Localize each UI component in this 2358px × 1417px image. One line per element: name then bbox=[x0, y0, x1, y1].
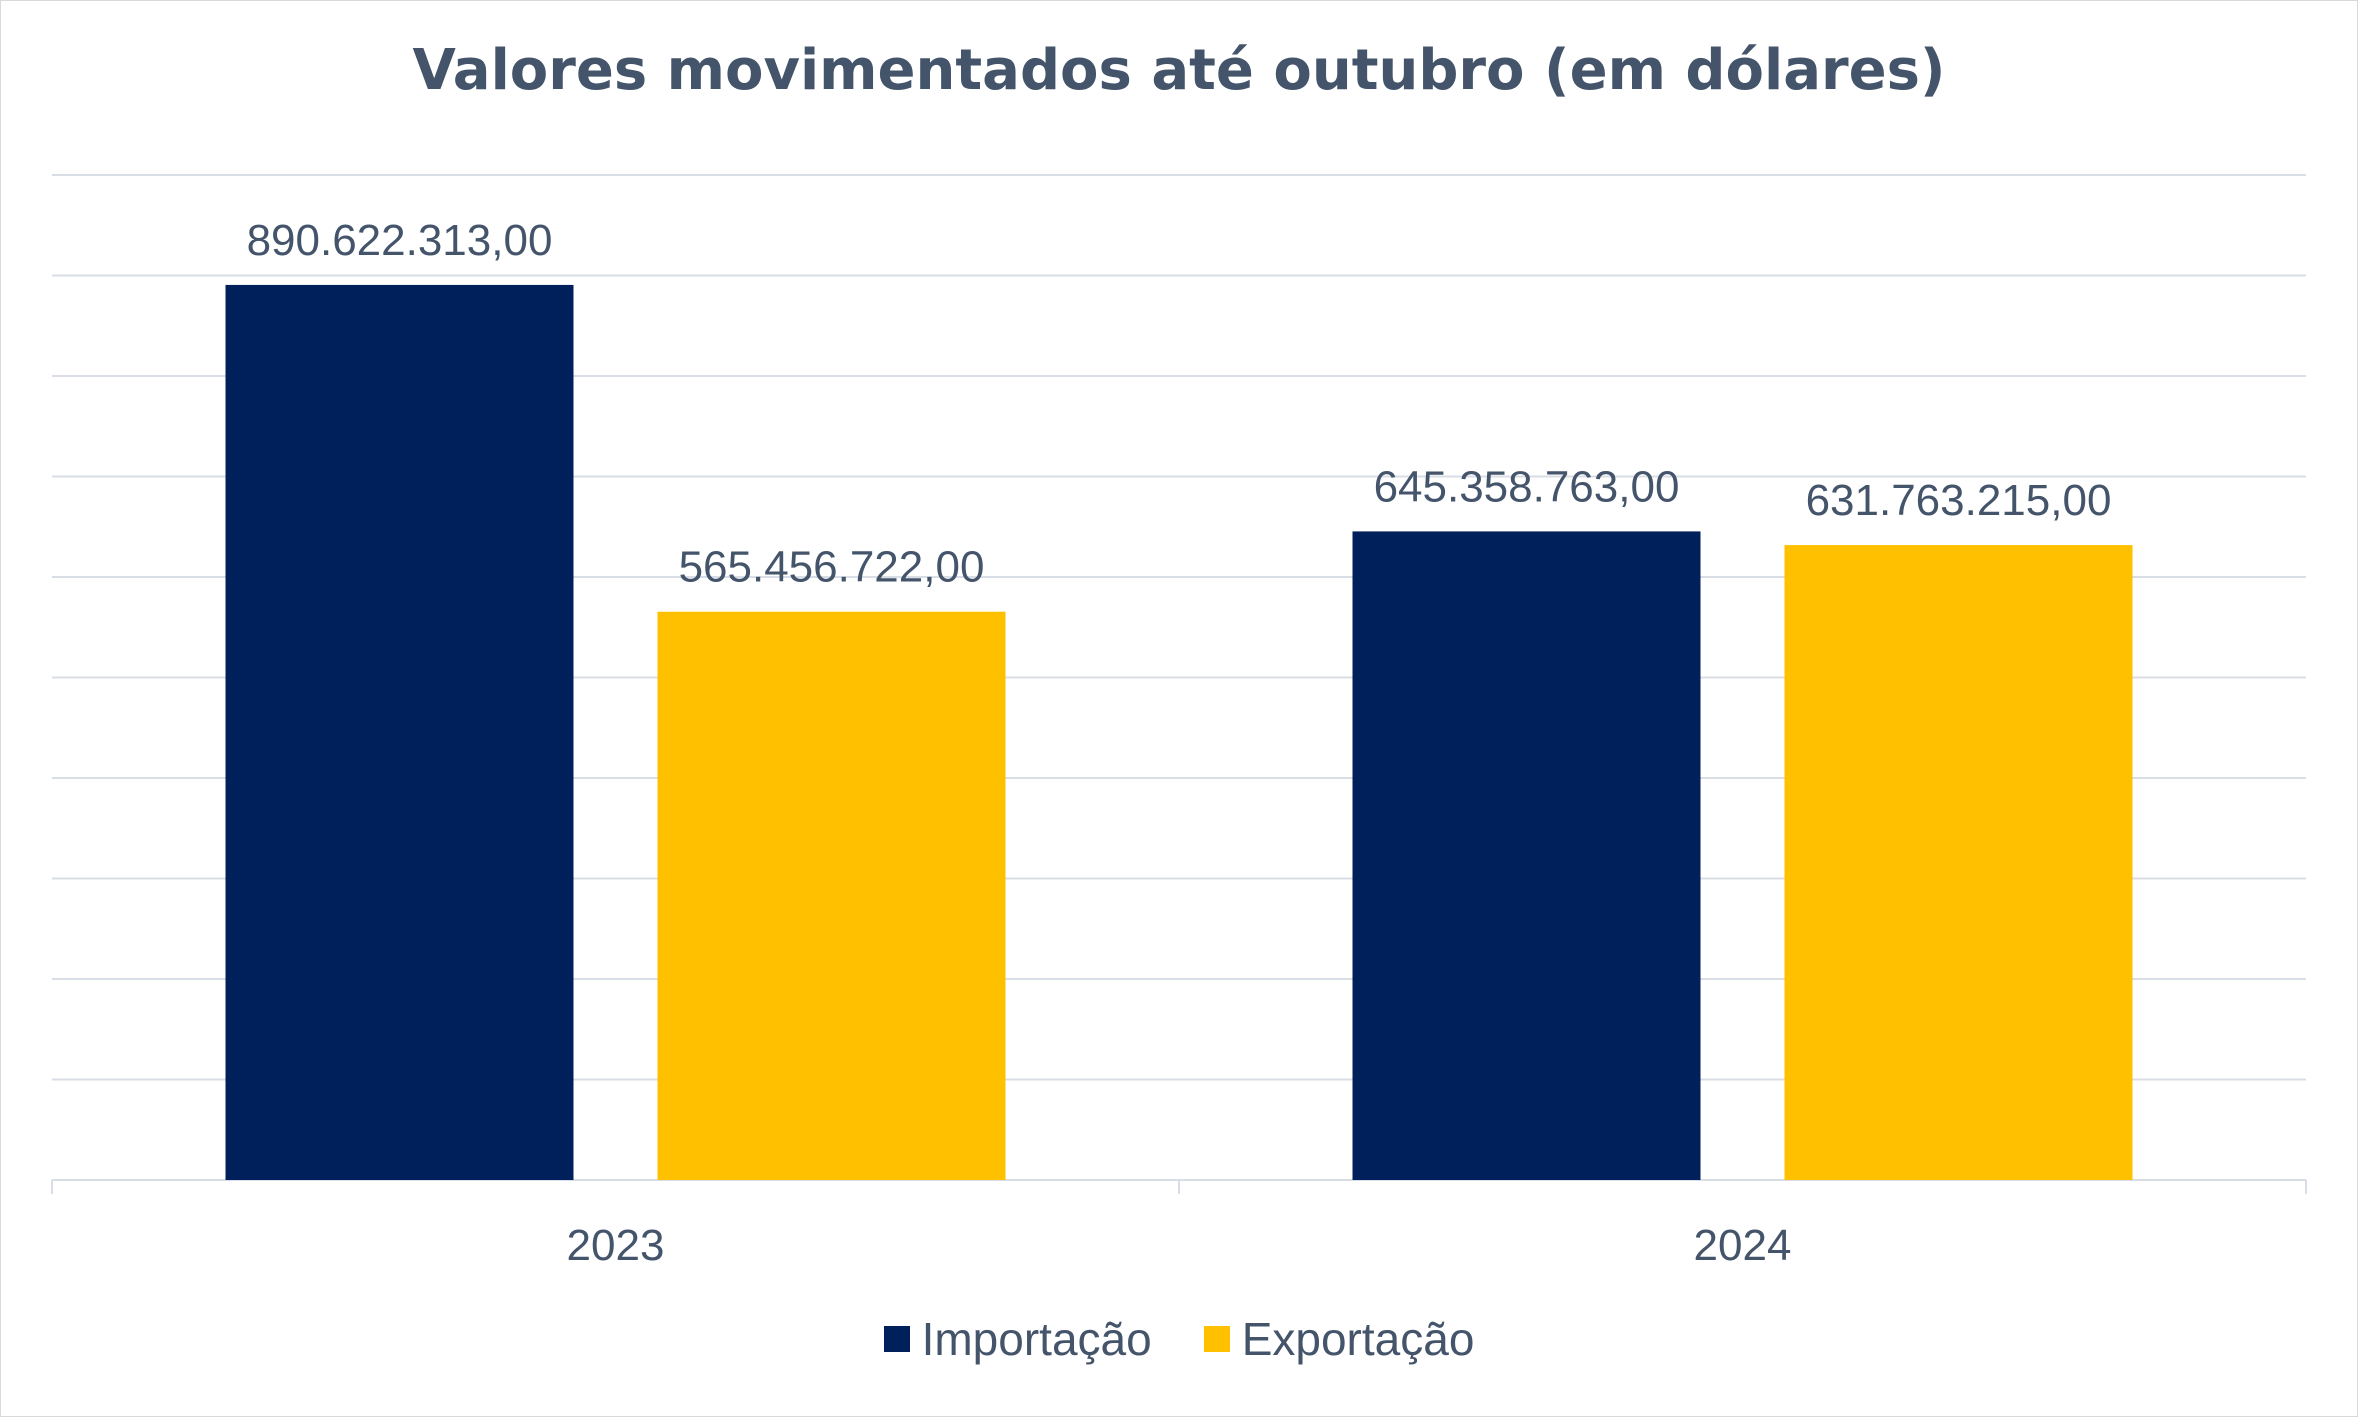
x-tick-label: 2023 bbox=[567, 1221, 665, 1270]
bar-importacao-2023 bbox=[225, 284, 574, 1180]
legend-swatch bbox=[883, 1326, 910, 1352]
x-tick-label: 2024 bbox=[1694, 1221, 1792, 1270]
data-label-importacao-2023: 890.622.313,00 bbox=[247, 216, 553, 265]
bar-exportacao-2024 bbox=[1784, 545, 2133, 1180]
legend-swatch bbox=[1203, 1326, 1230, 1352]
data-label-importacao-2024: 645.358.763,00 bbox=[1374, 462, 1680, 511]
legend-item: Importação bbox=[883, 1312, 1152, 1366]
bar-importacao-2024 bbox=[1352, 531, 1701, 1180]
data-label-exportacao-2024: 631.763.215,00 bbox=[1806, 476, 2112, 525]
legend: Importação Exportação bbox=[0, 1312, 2358, 1366]
data-label-exportacao-2023: 565.456.722,00 bbox=[679, 543, 985, 592]
bar-exportacao-2023 bbox=[657, 611, 1006, 1180]
legend-label: Exportação bbox=[1241, 1313, 1475, 1365]
chart-title: Valores movimentados até outubro (em dól… bbox=[412, 38, 1946, 103]
legend-item: Exportação bbox=[1203, 1312, 1475, 1366]
legend-label: Importação bbox=[921, 1313, 1152, 1365]
